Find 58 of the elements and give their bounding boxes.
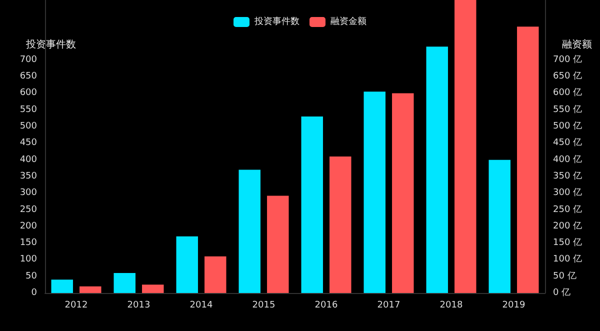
y-tick-label: 250 (20, 204, 38, 215)
x-tick-label: 2016 (314, 300, 338, 310)
x-tick-label: 2014 (190, 300, 213, 310)
bar (426, 46, 448, 293)
y-tick-label: 500 (20, 122, 38, 132)
bar (176, 236, 198, 293)
y-tick-label: 50 (26, 271, 38, 282)
y2-tick-label: 100 亿 (553, 254, 582, 265)
y2-tick-label: 150 亿 (553, 237, 582, 248)
y2-tick-label: 250 亿 (553, 204, 582, 215)
y2-tick-label: 200 亿 (553, 220, 582, 232)
bar (142, 284, 164, 293)
bar (330, 156, 352, 293)
y2-tick-label: 500 亿 (553, 120, 582, 132)
y2-tick-label: 450 亿 (553, 137, 582, 148)
y-tick-label: 0 (31, 288, 38, 298)
x-tick-label: 2013 (127, 300, 150, 310)
y-tick-label: 700 (20, 54, 38, 65)
y-tick-label: 150 (20, 238, 38, 248)
y-tick-label: 450 (20, 138, 38, 148)
y-tick-label: 400 (20, 154, 38, 165)
y-tick-label: 650 (20, 72, 38, 82)
y-tick-label: 350 (20, 171, 38, 182)
y-tick-label: 100 (20, 254, 38, 265)
x-tick-label: 2012 (64, 300, 88, 310)
y2-tick-label: 50 亿 (553, 270, 576, 282)
bar (204, 256, 226, 293)
bar (267, 196, 289, 293)
bar (517, 26, 539, 293)
bar (80, 286, 102, 293)
x-tick-label: 2019 (502, 300, 526, 310)
bar (114, 273, 136, 293)
y-axis-title: 投资事件数 (25, 38, 76, 50)
x-tick-label: 2018 (440, 300, 463, 310)
y2-tick-label: 650 亿 (553, 70, 582, 82)
y-tick-label: 300 (20, 188, 38, 198)
bar (454, 0, 476, 293)
bar (51, 280, 73, 293)
y2-tick-label: 700 亿 (553, 54, 582, 65)
y2-tick-label: 300 亿 (553, 187, 582, 198)
x-tick-label: 2015 (252, 300, 276, 310)
y2-tick-label: 600 亿 (553, 87, 582, 98)
y2-axis-title: 融资额 (562, 38, 592, 50)
bar (238, 170, 260, 293)
y2-tick-label: 550 亿 (553, 104, 582, 115)
legend-label: 投资事件数 (254, 16, 300, 27)
bar (301, 116, 323, 293)
x-tick-label: 2017 (377, 300, 400, 310)
y-tick-label: 550 (20, 104, 38, 115)
y2-tick-label: 350 亿 (553, 170, 582, 182)
bar (364, 92, 386, 293)
y-tick-label: 200 (20, 221, 38, 232)
y2-tick-label: 400 亿 (553, 154, 582, 165)
bar (392, 93, 414, 293)
y2-tick-label: 0 亿 (553, 287, 571, 298)
legend-label: 融资金额 (330, 16, 366, 27)
bar (488, 160, 510, 293)
y-tick-label: 600 (20, 88, 38, 98)
